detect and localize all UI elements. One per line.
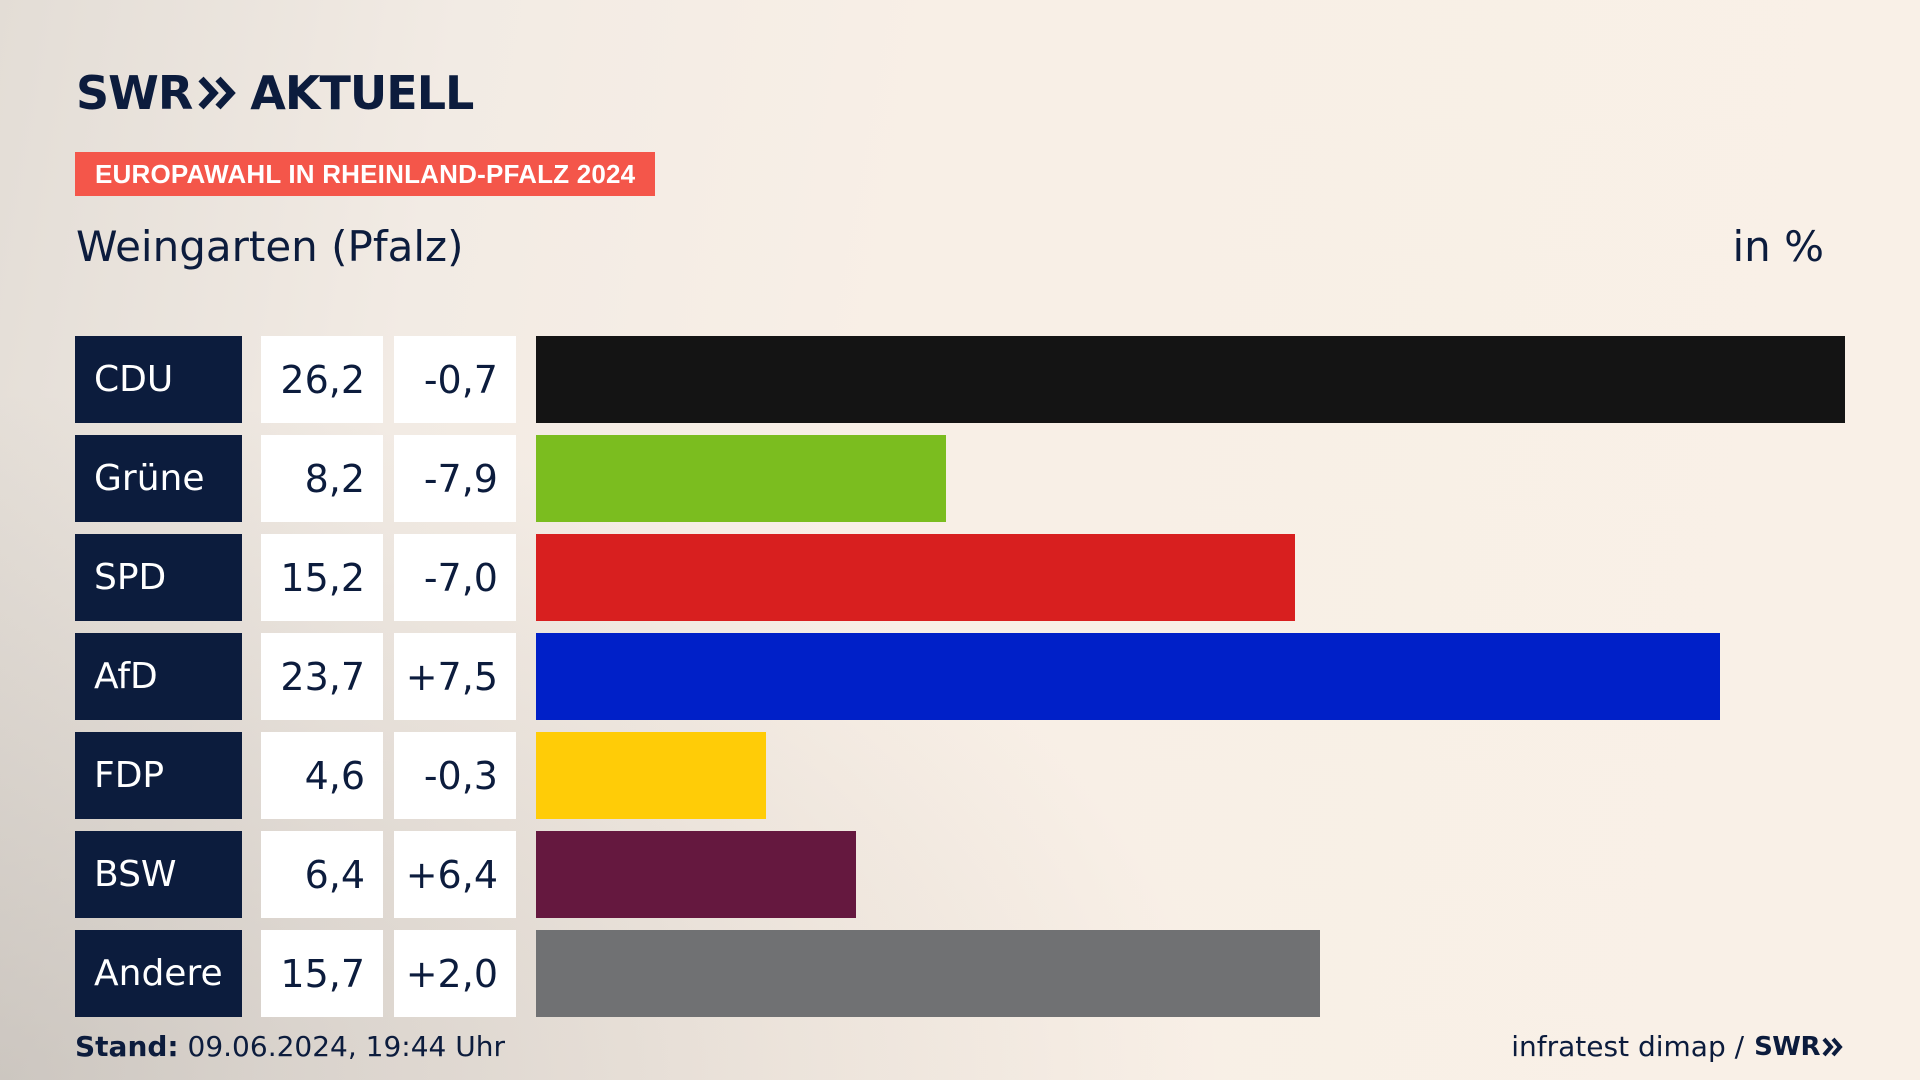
swr-logo-text: SWR — [76, 66, 193, 120]
result-bar — [536, 435, 946, 522]
stand-label: Stand: — [75, 1030, 179, 1063]
source-credit: infratest dimap / SWR — [1511, 1030, 1844, 1063]
result-bar — [536, 732, 766, 819]
result-row: FDP 4,6 -0,3 — [75, 732, 1845, 819]
unit-label: in % — [1732, 222, 1824, 271]
result-bar — [536, 633, 1720, 720]
double-chevron-icon — [198, 76, 238, 110]
party-label: FDP — [75, 732, 242, 819]
result-row: CDU 26,2 -0,7 — [75, 336, 1845, 423]
vote-change-value: +7,5 — [394, 633, 516, 720]
aktuell-text: AKTUELL — [250, 66, 474, 120]
vote-share-value: 15,7 — [261, 930, 383, 1017]
result-row: Grüne 8,2 -7,9 — [75, 435, 1845, 522]
result-row: BSW 6,4 +6,4 — [75, 831, 1845, 918]
vote-share-value: 4,6 — [261, 732, 383, 819]
result-bar — [536, 534, 1295, 621]
party-label: Andere — [75, 930, 242, 1017]
source-text: infratest dimap / — [1511, 1030, 1745, 1063]
election-tag: EUROPAWAHL IN RHEINLAND-PFALZ 2024 — [75, 152, 656, 196]
vote-share-value: 8,2 — [261, 435, 383, 522]
timestamp: Stand: 09.06.2024, 19:44 Uhr — [75, 1030, 505, 1063]
vote-change-value: -0,3 — [394, 732, 516, 819]
vote-share-value: 15,2 — [261, 534, 383, 621]
swr-aktuell-logo: SWR AKTUELL — [76, 66, 474, 120]
result-row: SPD 15,2 -7,0 — [75, 534, 1845, 621]
party-label: Grüne — [75, 435, 242, 522]
vote-change-value: +6,4 — [394, 831, 516, 918]
party-label: AfD — [75, 633, 242, 720]
vote-change-value: -7,0 — [394, 534, 516, 621]
swr-mini-logo: SWR — [1754, 1032, 1844, 1062]
stand-value: 09.06.2024, 19:44 Uhr — [187, 1030, 505, 1063]
result-bar — [536, 336, 1845, 423]
vote-change-value: -0,7 — [394, 336, 516, 423]
result-bar — [536, 831, 856, 918]
vote-share-value: 6,4 — [261, 831, 383, 918]
party-label: BSW — [75, 831, 242, 918]
result-row: AfD 23,7 +7,5 — [75, 633, 1845, 720]
mini-chevron-icon — [1822, 1037, 1843, 1056]
vote-change-value: +2,0 — [394, 930, 516, 1017]
swr-mini-logo-text: SWR — [1754, 1031, 1820, 1062]
result-bar — [536, 930, 1320, 1017]
vote-share-value: 26,2 — [261, 336, 383, 423]
place-title: Weingarten (Pfalz) — [76, 222, 464, 271]
party-label: CDU — [75, 336, 242, 423]
vote-change-value: -7,9 — [394, 435, 516, 522]
result-row: Andere 15,7 +2,0 — [75, 930, 1845, 1017]
party-label: SPD — [75, 534, 242, 621]
vote-share-value: 23,7 — [261, 633, 383, 720]
